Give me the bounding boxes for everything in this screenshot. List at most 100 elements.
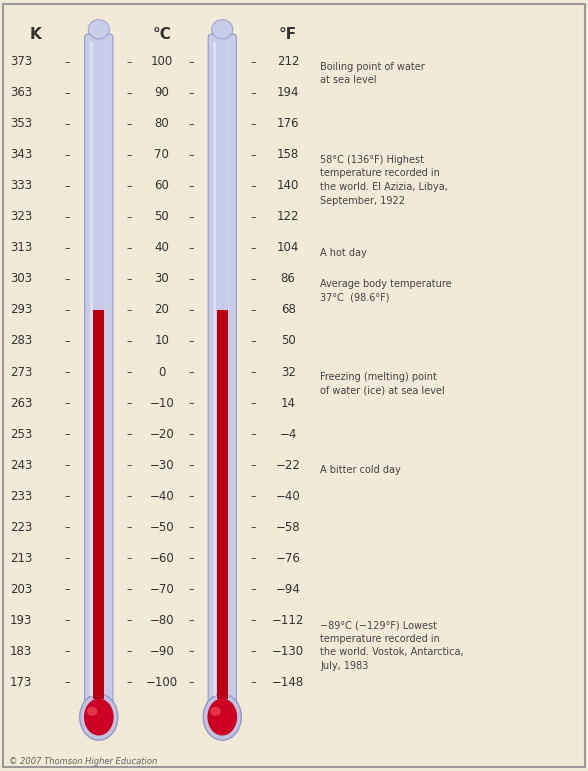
Text: −30: −30 (149, 459, 174, 472)
Text: 283: 283 (10, 335, 32, 348)
Text: –: – (126, 646, 132, 656)
Text: 104: 104 (277, 241, 299, 254)
Text: A hot day: A hot day (320, 248, 368, 258)
Text: A bitter cold day: A bitter cold day (320, 465, 401, 475)
Text: –: – (126, 274, 132, 284)
Text: 343: 343 (10, 148, 32, 161)
Text: –: – (250, 367, 256, 377)
Text: Average body temperature
37°C  (98.6°F): Average body temperature 37°C (98.6°F) (320, 279, 452, 302)
Ellipse shape (87, 706, 98, 715)
Ellipse shape (203, 694, 241, 740)
Text: −90: −90 (149, 645, 174, 658)
Text: –: – (250, 274, 256, 284)
Text: −22: −22 (276, 459, 300, 472)
Text: K: K (29, 27, 41, 42)
Text: –: – (65, 615, 71, 625)
Text: –: – (188, 367, 194, 377)
Text: –: – (65, 429, 71, 439)
Text: –: – (250, 678, 256, 687)
Text: 20: 20 (154, 304, 169, 316)
Text: 212: 212 (277, 56, 299, 68)
FancyBboxPatch shape (85, 34, 113, 705)
Text: 194: 194 (277, 86, 299, 99)
Text: –: – (188, 274, 194, 284)
Text: –: – (250, 522, 256, 532)
Text: −148: −148 (272, 676, 304, 689)
Ellipse shape (84, 699, 113, 736)
Text: –: – (188, 150, 194, 160)
Bar (93, 310, 104, 699)
Text: –: – (126, 429, 132, 439)
Text: –: – (250, 181, 256, 190)
Text: 263: 263 (10, 396, 32, 409)
Text: 373: 373 (10, 56, 32, 68)
Text: 323: 323 (10, 210, 32, 224)
Text: –: – (126, 554, 132, 563)
Text: –: – (126, 491, 132, 501)
Text: °F: °F (279, 27, 297, 42)
Text: –: – (188, 212, 194, 222)
Ellipse shape (88, 19, 109, 39)
Ellipse shape (211, 706, 221, 715)
Text: –: – (126, 367, 132, 377)
Text: –: – (126, 243, 132, 253)
Text: –: – (188, 398, 194, 408)
Bar (213, 42, 216, 696)
Text: °C: °C (152, 27, 171, 42)
Text: 193: 193 (10, 614, 32, 627)
Text: 243: 243 (10, 459, 32, 472)
Text: –: – (126, 678, 132, 687)
Text: –: – (126, 305, 132, 315)
Bar (228, 42, 229, 696)
Text: –: – (188, 678, 194, 687)
Text: –: – (65, 367, 71, 377)
Text: 50: 50 (280, 335, 296, 348)
Text: 60: 60 (154, 180, 169, 192)
Text: 176: 176 (277, 117, 299, 130)
FancyBboxPatch shape (208, 34, 236, 705)
Text: 233: 233 (10, 490, 32, 503)
Text: 70: 70 (154, 148, 169, 161)
Text: –: – (250, 243, 256, 253)
Text: © 2007 Thomson Higher Education: © 2007 Thomson Higher Education (9, 757, 157, 766)
Ellipse shape (208, 699, 237, 736)
Text: 50: 50 (154, 210, 169, 224)
Text: –: – (126, 398, 132, 408)
Text: −80: −80 (149, 614, 174, 627)
Text: –: – (188, 460, 194, 470)
Text: –: – (126, 181, 132, 190)
Text: –: – (250, 554, 256, 563)
Text: –: – (65, 460, 71, 470)
Text: −50: −50 (149, 520, 174, 534)
Text: −76: −76 (276, 552, 300, 564)
Text: 32: 32 (280, 365, 296, 379)
Bar (90, 42, 93, 696)
Text: Boiling point of water
at sea level: Boiling point of water at sea level (320, 62, 425, 86)
Text: 90: 90 (154, 86, 169, 99)
Text: –: – (65, 491, 71, 501)
Text: –: – (65, 522, 71, 532)
Text: 313: 313 (10, 241, 32, 254)
Text: 203: 203 (10, 583, 32, 596)
Text: –: – (126, 150, 132, 160)
Text: –: – (65, 57, 71, 66)
Text: –: – (250, 398, 256, 408)
Bar (105, 42, 106, 696)
Text: –: – (65, 119, 71, 129)
Text: 158: 158 (277, 148, 299, 161)
Text: –: – (65, 646, 71, 656)
Text: –: – (250, 57, 256, 66)
Text: –: – (188, 243, 194, 253)
Text: –: – (65, 150, 71, 160)
Text: 10: 10 (154, 335, 169, 348)
Text: 30: 30 (154, 272, 169, 285)
Text: –: – (65, 212, 71, 222)
Text: 40: 40 (154, 241, 169, 254)
Text: –: – (126, 88, 132, 98)
Text: 100: 100 (151, 56, 173, 68)
Text: 58°C (136°F) Highest
temperature recorded in
the world. El Azizia, Libya,
Septem: 58°C (136°F) Highest temperature recorde… (320, 155, 448, 206)
Text: 353: 353 (10, 117, 32, 130)
Text: –: – (250, 460, 256, 470)
Text: 14: 14 (280, 396, 296, 409)
Text: −112: −112 (272, 614, 305, 627)
